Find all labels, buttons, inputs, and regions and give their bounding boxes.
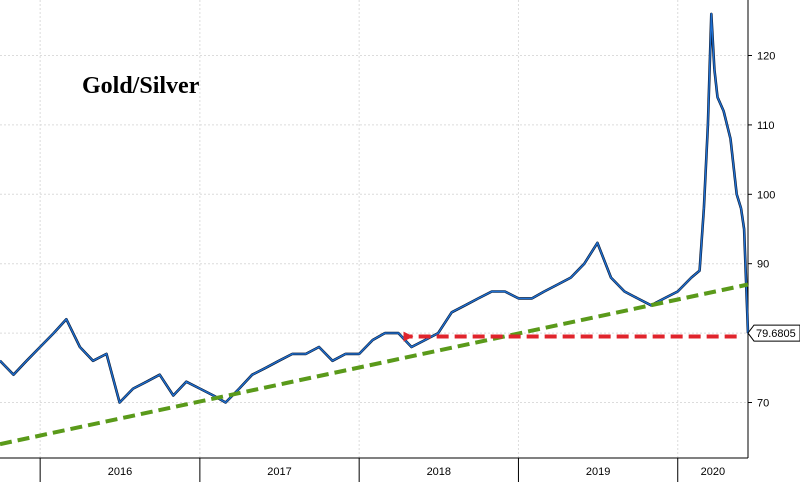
series-point <box>464 304 467 307</box>
x-tick-label: 2020 <box>701 466 725 478</box>
x-tick-label: 2019 <box>586 466 610 478</box>
series-point <box>384 332 386 334</box>
series-point <box>344 353 347 355</box>
axes <box>0 0 752 482</box>
series-point <box>371 339 374 341</box>
series-point <box>636 297 639 300</box>
series-point <box>743 228 745 230</box>
series-gold-silver-ratio <box>0 12 750 404</box>
series-point <box>740 207 742 209</box>
series-point <box>185 380 188 383</box>
series-point <box>318 346 320 348</box>
series-point <box>517 297 520 300</box>
series-point <box>570 276 572 279</box>
series-point <box>424 339 426 341</box>
series-point <box>722 110 725 112</box>
series-point <box>118 401 121 404</box>
series-point <box>12 373 15 376</box>
series-point <box>158 373 161 376</box>
y-tick-label: 100 <box>757 189 775 201</box>
series-point <box>710 13 713 15</box>
series-point <box>610 276 612 279</box>
y-tick-label: 90 <box>757 259 769 271</box>
last-value-box <box>747 324 800 342</box>
series-point <box>251 373 253 376</box>
series-point <box>450 311 453 314</box>
series-point <box>437 332 440 334</box>
series-point <box>265 367 267 369</box>
trendline <box>0 282 749 447</box>
series-point <box>358 353 361 355</box>
series-point <box>716 96 719 98</box>
series-point <box>491 290 493 293</box>
series-point <box>676 290 679 293</box>
series-point <box>707 124 709 126</box>
x-tick-label: 2018 <box>427 466 451 478</box>
series-point <box>291 353 294 355</box>
series-point <box>556 283 559 286</box>
series-point <box>238 387 240 390</box>
series-point <box>105 353 108 355</box>
series-point <box>713 68 716 71</box>
series-point <box>305 353 307 355</box>
series-point <box>596 242 599 244</box>
series-point <box>477 297 480 300</box>
y-tick-label: 110 <box>757 120 775 132</box>
grid-lines <box>0 0 748 458</box>
series-point <box>729 138 732 140</box>
series-point <box>172 394 175 397</box>
series-point <box>224 401 227 404</box>
last-value-callout: 79.6805 <box>747 324 800 342</box>
x-tick-label: 2017 <box>267 466 291 478</box>
series-point <box>145 380 148 383</box>
series-point <box>623 290 626 293</box>
series-point <box>92 360 94 362</box>
y-tick-label: 70 <box>757 397 769 409</box>
series-point <box>65 318 68 321</box>
series-point <box>331 360 334 362</box>
series-point <box>132 387 134 390</box>
series-point <box>703 207 705 209</box>
series-point <box>397 332 400 334</box>
series-point <box>583 262 586 265</box>
series-point <box>690 276 693 279</box>
series-point <box>531 297 533 300</box>
series-point <box>199 387 201 390</box>
series-point <box>735 193 738 196</box>
series-point <box>212 394 215 397</box>
series-point <box>25 360 28 362</box>
series-point <box>663 297 665 300</box>
series-point <box>698 269 701 272</box>
series-point <box>504 290 506 293</box>
annotations: 79.6805 <box>0 282 800 447</box>
x-tick-label: 2016 <box>108 466 132 478</box>
series-point <box>79 346 81 348</box>
series-point <box>39 346 41 348</box>
y-tick-label: 120 <box>757 51 775 63</box>
series-point <box>278 360 280 362</box>
series-point <box>52 332 55 334</box>
series-point <box>0 360 1 362</box>
chart-title: Gold/Silver <box>82 73 200 99</box>
series-point <box>410 346 413 348</box>
series-point <box>543 290 545 293</box>
x-axis-tick-labels: 2016 2017 2018 2019 2020 <box>108 466 725 478</box>
y-axis-tick-labels: 708090100110120 <box>757 51 775 410</box>
last-value-label: 79.6805 <box>756 328 796 340</box>
